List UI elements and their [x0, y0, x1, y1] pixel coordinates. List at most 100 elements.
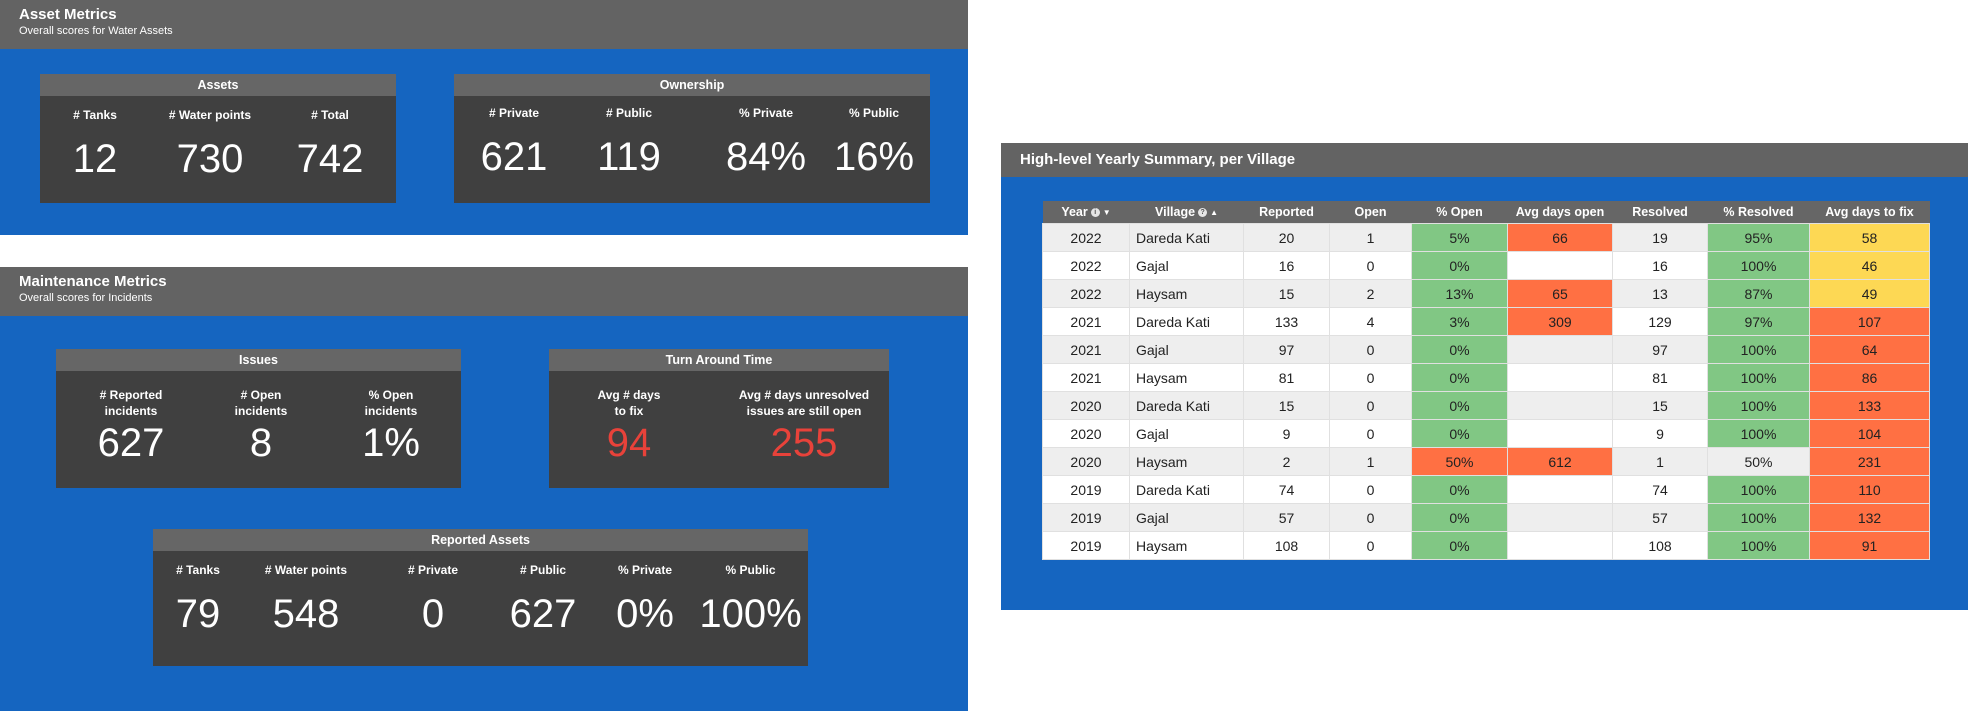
table-cell: 0%	[1411, 419, 1508, 448]
table-cell: 74	[1612, 475, 1708, 504]
table-cell: 0	[1329, 363, 1412, 392]
issues-card: Issues # Reported incidents 627 # Open i…	[56, 349, 461, 488]
metric-public-percent: % Public 16%	[829, 105, 919, 179]
table-cell: 132	[1809, 503, 1930, 532]
col-header-year[interactable]: Year i ▼	[1042, 201, 1130, 224]
table-cell: 66	[1507, 223, 1613, 252]
table-cell: 58	[1809, 223, 1930, 252]
table-row: 2022 Haysam 15 2 13% 65 13 87% 49	[1042, 279, 1930, 308]
metric-value: 119	[597, 135, 661, 179]
metric-label: Avg # days unresolved	[738, 388, 870, 402]
table-cell: 2020	[1042, 391, 1130, 420]
col-header-avg-days-to-fix[interactable]: Avg days to fix	[1809, 201, 1930, 224]
card-title: Reported Assets	[153, 529, 808, 551]
metric-value: 12	[72, 137, 118, 181]
help-icon[interactable]: ?	[1198, 208, 1208, 218]
table-cell: 0%	[1411, 475, 1508, 504]
col-header-resolved-percent[interactable]: % Resolved	[1707, 201, 1810, 224]
table-cell: 0%	[1411, 251, 1508, 280]
table-cell: 0%	[1411, 531, 1508, 560]
table-cell: 3%	[1411, 307, 1508, 336]
card-title: Ownership	[454, 74, 930, 96]
info-icon[interactable]: i	[1090, 208, 1100, 218]
table-cell: 100%	[1707, 531, 1810, 560]
table-row: 2019 Haysam 108 0 0% 108 100% 91	[1042, 531, 1930, 560]
table-cell: 5%	[1411, 223, 1508, 252]
table-row: 2020 Gajal 9 0 0% 9 100% 104	[1042, 419, 1930, 448]
table-cell: 100%	[1707, 503, 1810, 532]
sort-asc-icon[interactable]: ▲	[1210, 208, 1218, 218]
metric-public-count: # Public 119	[584, 105, 674, 179]
col-header-open-percent[interactable]: % Open	[1411, 201, 1508, 224]
col-header-resolved[interactable]: Resolved	[1612, 201, 1708, 224]
metric-label: # Tanks	[176, 563, 220, 577]
metric-value: 79	[175, 592, 221, 636]
col-header-village[interactable]: Village? ▲	[1129, 201, 1244, 224]
col-header-avg-days-open[interactable]: Avg days open	[1507, 201, 1613, 224]
metric-open-incidents-percent: % Open incidents 1%	[336, 387, 446, 465]
metric-private: # Private 0	[378, 562, 488, 636]
table-cell: 2019	[1042, 531, 1130, 560]
table-cell: 57	[1612, 503, 1708, 532]
table-row: 2020 Dareda Kati 15 0 0% 15 100% 133	[1042, 391, 1930, 420]
table-cell: 133	[1809, 391, 1930, 420]
table-cell: 0	[1329, 503, 1412, 532]
col-header-reported[interactable]: Reported	[1243, 201, 1330, 224]
metric-private-percent: % Private 84%	[716, 105, 816, 179]
metric-private-count: # Private 621	[469, 105, 559, 179]
metric-label: # Water points	[168, 108, 252, 122]
table-cell: 612	[1507, 447, 1613, 476]
table-cell: 2019	[1042, 475, 1130, 504]
table-cell: 91	[1809, 531, 1930, 560]
table-cell: 2021	[1042, 363, 1130, 392]
table-cell: Gajal	[1129, 251, 1244, 280]
table-cell: 0	[1329, 335, 1412, 364]
table-cell: 46	[1809, 251, 1930, 280]
table-cell: 81	[1612, 363, 1708, 392]
section-title: Asset Metrics	[19, 6, 117, 23]
col-header-open[interactable]: Open	[1329, 201, 1412, 224]
table-cell: 16	[1243, 251, 1330, 280]
col-header-label: Village	[1155, 205, 1196, 219]
metric-value: 0%	[616, 592, 674, 636]
metric-private-percent: % Private 0%	[595, 562, 695, 636]
metric-value: 100%	[699, 592, 802, 636]
table-cell: 0	[1329, 531, 1412, 560]
summary-table-body: 2022 Dareda Kati 20 1 5% 66 19 95% 58 2022 Gajal 16…	[1042, 223, 1930, 560]
table-cell: 9	[1243, 419, 1330, 448]
metric-value: 255	[770, 421, 838, 465]
metric-tanks: # Tanks 12	[55, 107, 135, 181]
metric-value: 627	[509, 592, 577, 636]
section-title: High-level Yearly Summary, per Village	[1020, 151, 1296, 168]
turnaround-card: Turn Around Time Avg # days to fix 94 Av…	[549, 349, 889, 488]
metric-label: % Private	[617, 563, 673, 577]
card-title: Turn Around Time	[549, 349, 889, 371]
table-cell: 15	[1243, 391, 1330, 420]
table-row: 2021 Gajal 97 0 0% 97 100% 64	[1042, 335, 1930, 364]
table-cell: 16	[1612, 251, 1708, 280]
table-cell: 0	[1329, 419, 1412, 448]
metric-value: 548	[272, 592, 340, 636]
table-cell: 2021	[1042, 335, 1130, 364]
table-cell: 1	[1329, 223, 1412, 252]
metric-label: # Water points	[264, 563, 348, 577]
table-cell: 4	[1329, 307, 1412, 336]
table-cell: 1	[1329, 447, 1412, 476]
metric-value: 0	[421, 592, 445, 636]
table-cell: Haysam	[1129, 447, 1244, 476]
table-cell: 13%	[1411, 279, 1508, 308]
metric-water-points: # Water points 730	[155, 107, 265, 181]
table-row: 2019 Dareda Kati 74 0 0% 74 100% 110	[1042, 475, 1930, 504]
table-cell: 97%	[1707, 307, 1810, 336]
metric-label: % Private	[738, 106, 794, 120]
ownership-card: Ownership # Private 621 # Public 119 % P…	[454, 74, 930, 203]
sort-desc-icon[interactable]: ▼	[1102, 208, 1111, 218]
table-cell: 100%	[1707, 251, 1810, 280]
table-cell: 100%	[1707, 363, 1810, 392]
metric-tanks: # Tanks 79	[163, 562, 233, 636]
table-row: 2019 Gajal 57 0 0% 57 100% 132	[1042, 503, 1930, 532]
table-cell: 108	[1243, 531, 1330, 560]
table-cell: 0%	[1411, 335, 1508, 364]
table-cell	[1507, 503, 1613, 532]
metric-label: # Total	[311, 108, 349, 122]
